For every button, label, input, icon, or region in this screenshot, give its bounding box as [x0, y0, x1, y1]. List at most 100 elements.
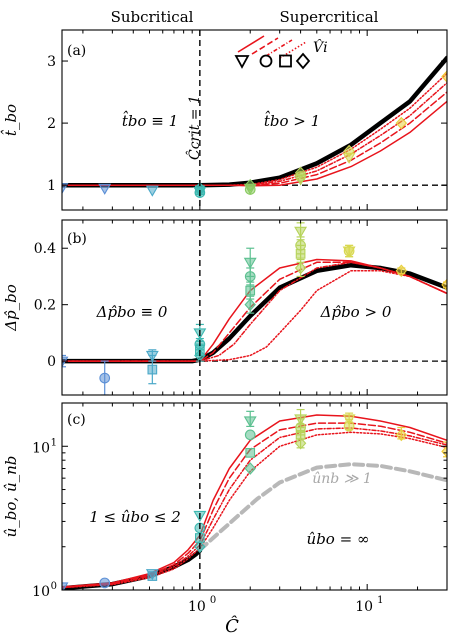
- series-dot-line: [62, 431, 447, 589]
- data-point-circle: [343, 245, 355, 257]
- right-equation-c: ûbo = ∞: [307, 530, 370, 548]
- legend-circle-icon: [259, 54, 273, 68]
- data-point-circle: [244, 271, 256, 282]
- data-point-diamond: [244, 178, 256, 192]
- axes-frame-b: [61, 219, 448, 396]
- y-tick-label: 0.2: [34, 298, 56, 314]
- data-point-triangle: [243, 416, 257, 428]
- data-point-diamond: [244, 462, 256, 475]
- y-axis-label-c: û_bo, û_nb: [2, 456, 20, 538]
- data-point-diamond: [294, 261, 307, 275]
- y-tick-label: 2: [47, 116, 56, 132]
- data-point-diamond: [343, 144, 355, 158]
- series-dash-line: [62, 91, 447, 186]
- data-point-square: [147, 364, 158, 375]
- legend-square-icon: [279, 54, 292, 68]
- annotations-a: (a) t̂bo ≡ 1 t̂bo > 1 Ĉcrit = 1 V̂i: [67, 35, 328, 160]
- x-tick-label: 10: [188, 599, 206, 615]
- plot-area-a: [62, 55, 447, 198]
- data-point-diamond: [441, 445, 447, 458]
- data-point-triangle: [62, 183, 69, 195]
- data-point-circle: [244, 429, 256, 441]
- data-point-diamond: [395, 116, 408, 130]
- y-tick-exponent: 0: [51, 581, 57, 592]
- data-point-triangle: [145, 350, 159, 363]
- left-equation-a: t̂bo ≡ 1: [122, 111, 178, 130]
- data-point-diamond: [395, 264, 408, 278]
- legend: V̂i: [234, 35, 328, 70]
- data-point-triangle: [294, 226, 308, 238]
- x-tick-label: 10: [355, 599, 373, 615]
- panel-label-c: (c): [67, 412, 86, 428]
- panel-c: 10 010 1û_bo, û_nb (c) 1 ≤ ûbo ≤ 2 ûbo = ∞…: [2, 402, 448, 600]
- series-dot-line: [62, 72, 447, 186]
- x-axis-label: Ĉ: [225, 614, 239, 637]
- y-tick-label: 3: [47, 54, 56, 70]
- data-point-circle: [99, 372, 111, 384]
- data-point-square: [295, 249, 306, 259]
- panel-label-a: (a): [67, 43, 86, 59]
- data-point-triangle: [145, 185, 159, 197]
- legend-diamond-icon: [295, 52, 311, 70]
- legend-dash-line: [251, 37, 279, 55]
- y-tick-label: 1: [47, 178, 56, 194]
- plot-c: 10 010 1û_bo, û_nb: [2, 402, 448, 600]
- data-point-square: [245, 285, 256, 296]
- y-tick-exponent: 1: [51, 437, 57, 448]
- data-point-circle: [343, 420, 355, 432]
- right-equation-b: Δp̂bo > 0: [320, 303, 392, 321]
- left-equation-b: Δp̂bo ≡ 0: [96, 303, 168, 321]
- series-graydash-line: [197, 462, 447, 552]
- plot-a: 1 2 3 t̂_bo: [1, 29, 448, 211]
- plot-area-c: [62, 408, 447, 590]
- subcritical-header: Subcritical: [111, 8, 194, 26]
- axes-frame-c: [61, 402, 448, 591]
- right-equation-a: t̂bo > 1: [264, 111, 320, 130]
- series-dash-line: [62, 261, 447, 362]
- legend-dot-line: [279, 41, 307, 59]
- supercritical-header: Supercritical: [280, 8, 379, 26]
- legend-dashdot-line: [265, 39, 293, 57]
- axes-frame-a: [61, 29, 448, 211]
- series-thick-line: [62, 55, 447, 188]
- data-point-diamond: [294, 166, 307, 180]
- series-dash2-line: [62, 427, 447, 589]
- left-equation-c: 1 ≤ ûbo ≤ 2: [89, 508, 181, 526]
- legend-vi-label: V̂i: [313, 38, 328, 56]
- data-point-diamond: [294, 436, 307, 450]
- series-dash2-line: [62, 82, 447, 186]
- annotations-b: (b) Δp̂bo ≡ 0 Δp̂bo > 0: [67, 231, 392, 321]
- panel-b: 0 0.2 0.4 Δp̂_bo (b) Δp̂bo ≡ 0 Δp̂bo > 0: [2, 219, 448, 396]
- data-point-circle: [99, 577, 111, 589]
- y-tick-label: 10: [32, 440, 50, 456]
- data-point-triangle: [62, 356, 69, 368]
- series-dot-line: [62, 270, 447, 362]
- series-dash2-line: [62, 261, 447, 362]
- series-thick-line: [62, 548, 203, 590]
- y-tick-label: 0.4: [34, 241, 56, 257]
- data-point-diamond: [395, 428, 408, 442]
- y-axis-label-b: Δp̂_bo: [2, 284, 20, 332]
- legend-solid-line: [237, 35, 265, 53]
- panel-a: 1 2 3 t̂_bo (a) t̂bo ≡ 1 t̂bo > 1 Ĉcrit = 1…: [1, 29, 448, 211]
- data-point-square: [245, 447, 256, 458]
- data-point-triangle: [62, 582, 69, 590]
- data-point-diamond: [441, 278, 447, 292]
- annotations-c: (c) 1 ≤ ûbo ≤ 2 ûbo = ∞ ûnb ≫ 1: [67, 412, 372, 548]
- x-tick-exponent: 0: [210, 595, 216, 606]
- data-point-triangle: [145, 569, 159, 581]
- plot-b: 0 0.2 0.4 Δp̂_bo: [2, 219, 448, 396]
- y-axis-label-a: t̂_bo: [1, 104, 20, 136]
- legend-triangle-icon: [234, 55, 250, 69]
- data-point-triangle: [243, 257, 257, 269]
- x-tick-exponent: 1: [377, 595, 383, 606]
- data-point-diamond: [441, 70, 447, 83]
- gray-curve-label: ûnb ≫ 1: [312, 471, 371, 487]
- data-point-triangle: [98, 183, 112, 195]
- y-tick-label: 10: [32, 584, 50, 600]
- y-tick-label: 0: [47, 354, 56, 370]
- series-dash-line: [62, 422, 447, 588]
- data-point-diamond: [244, 298, 256, 311]
- panel-label-b: (b): [67, 231, 87, 247]
